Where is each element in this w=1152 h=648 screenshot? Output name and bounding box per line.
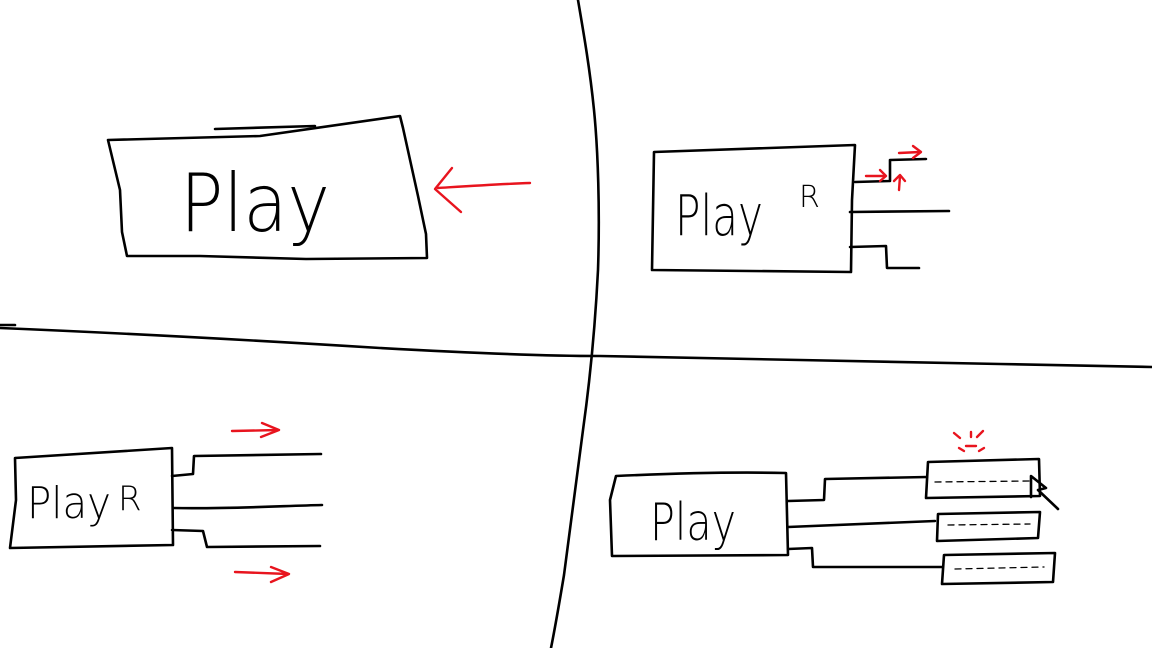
branch-bottom bbox=[786, 546, 944, 569]
arrow-right-icon bbox=[233, 565, 291, 584]
panel-bottom-right: Play bbox=[608, 429, 1060, 586]
sparkle-icon bbox=[952, 429, 986, 453]
cursor-icon: R bbox=[118, 479, 142, 519]
option-item[interactable] bbox=[940, 551, 1057, 586]
arrow-right-icon bbox=[864, 168, 888, 183]
vertical-divider bbox=[549, 0, 601, 648]
play-button-label: Play bbox=[650, 493, 736, 553]
play-button-label: Play bbox=[27, 478, 111, 529]
option-item[interactable] bbox=[924, 457, 1042, 500]
branch-top bbox=[853, 157, 928, 184]
panel-bottom-left: Play R bbox=[8, 421, 324, 584]
play-button-outline[interactable] bbox=[650, 143, 857, 274]
horizontal-divider bbox=[0, 326, 1152, 369]
branch-bottom bbox=[170, 528, 322, 549]
branch-middle bbox=[848, 209, 951, 214]
arrow-up-icon bbox=[892, 173, 907, 192]
branch-bottom bbox=[848, 244, 921, 270]
branch-lines bbox=[848, 157, 951, 270]
branch-middle bbox=[786, 519, 937, 529]
option-item[interactable] bbox=[935, 510, 1042, 543]
button-top-stroke bbox=[213, 124, 317, 131]
arrow-right-icon bbox=[897, 144, 923, 160]
play-button-outline[interactable] bbox=[106, 114, 429, 261]
play-button-label: Play bbox=[180, 157, 330, 250]
branch-middle bbox=[171, 503, 324, 510]
arrow-left-icon bbox=[433, 166, 532, 214]
branch-lines bbox=[170, 452, 324, 549]
arrow-right-icon bbox=[230, 421, 281, 439]
play-button-label: Play bbox=[675, 184, 763, 249]
cursor-icon: R bbox=[799, 180, 820, 215]
panel-top-right: Play R bbox=[650, 143, 951, 274]
branch-lines bbox=[786, 475, 944, 569]
branch-top bbox=[170, 452, 323, 478]
play-button-outline[interactable] bbox=[8, 446, 175, 550]
cursor-icon bbox=[1029, 474, 1060, 511]
panel-top-left: Play bbox=[106, 114, 532, 261]
option-list bbox=[924, 457, 1057, 586]
branch-top bbox=[786, 475, 929, 503]
